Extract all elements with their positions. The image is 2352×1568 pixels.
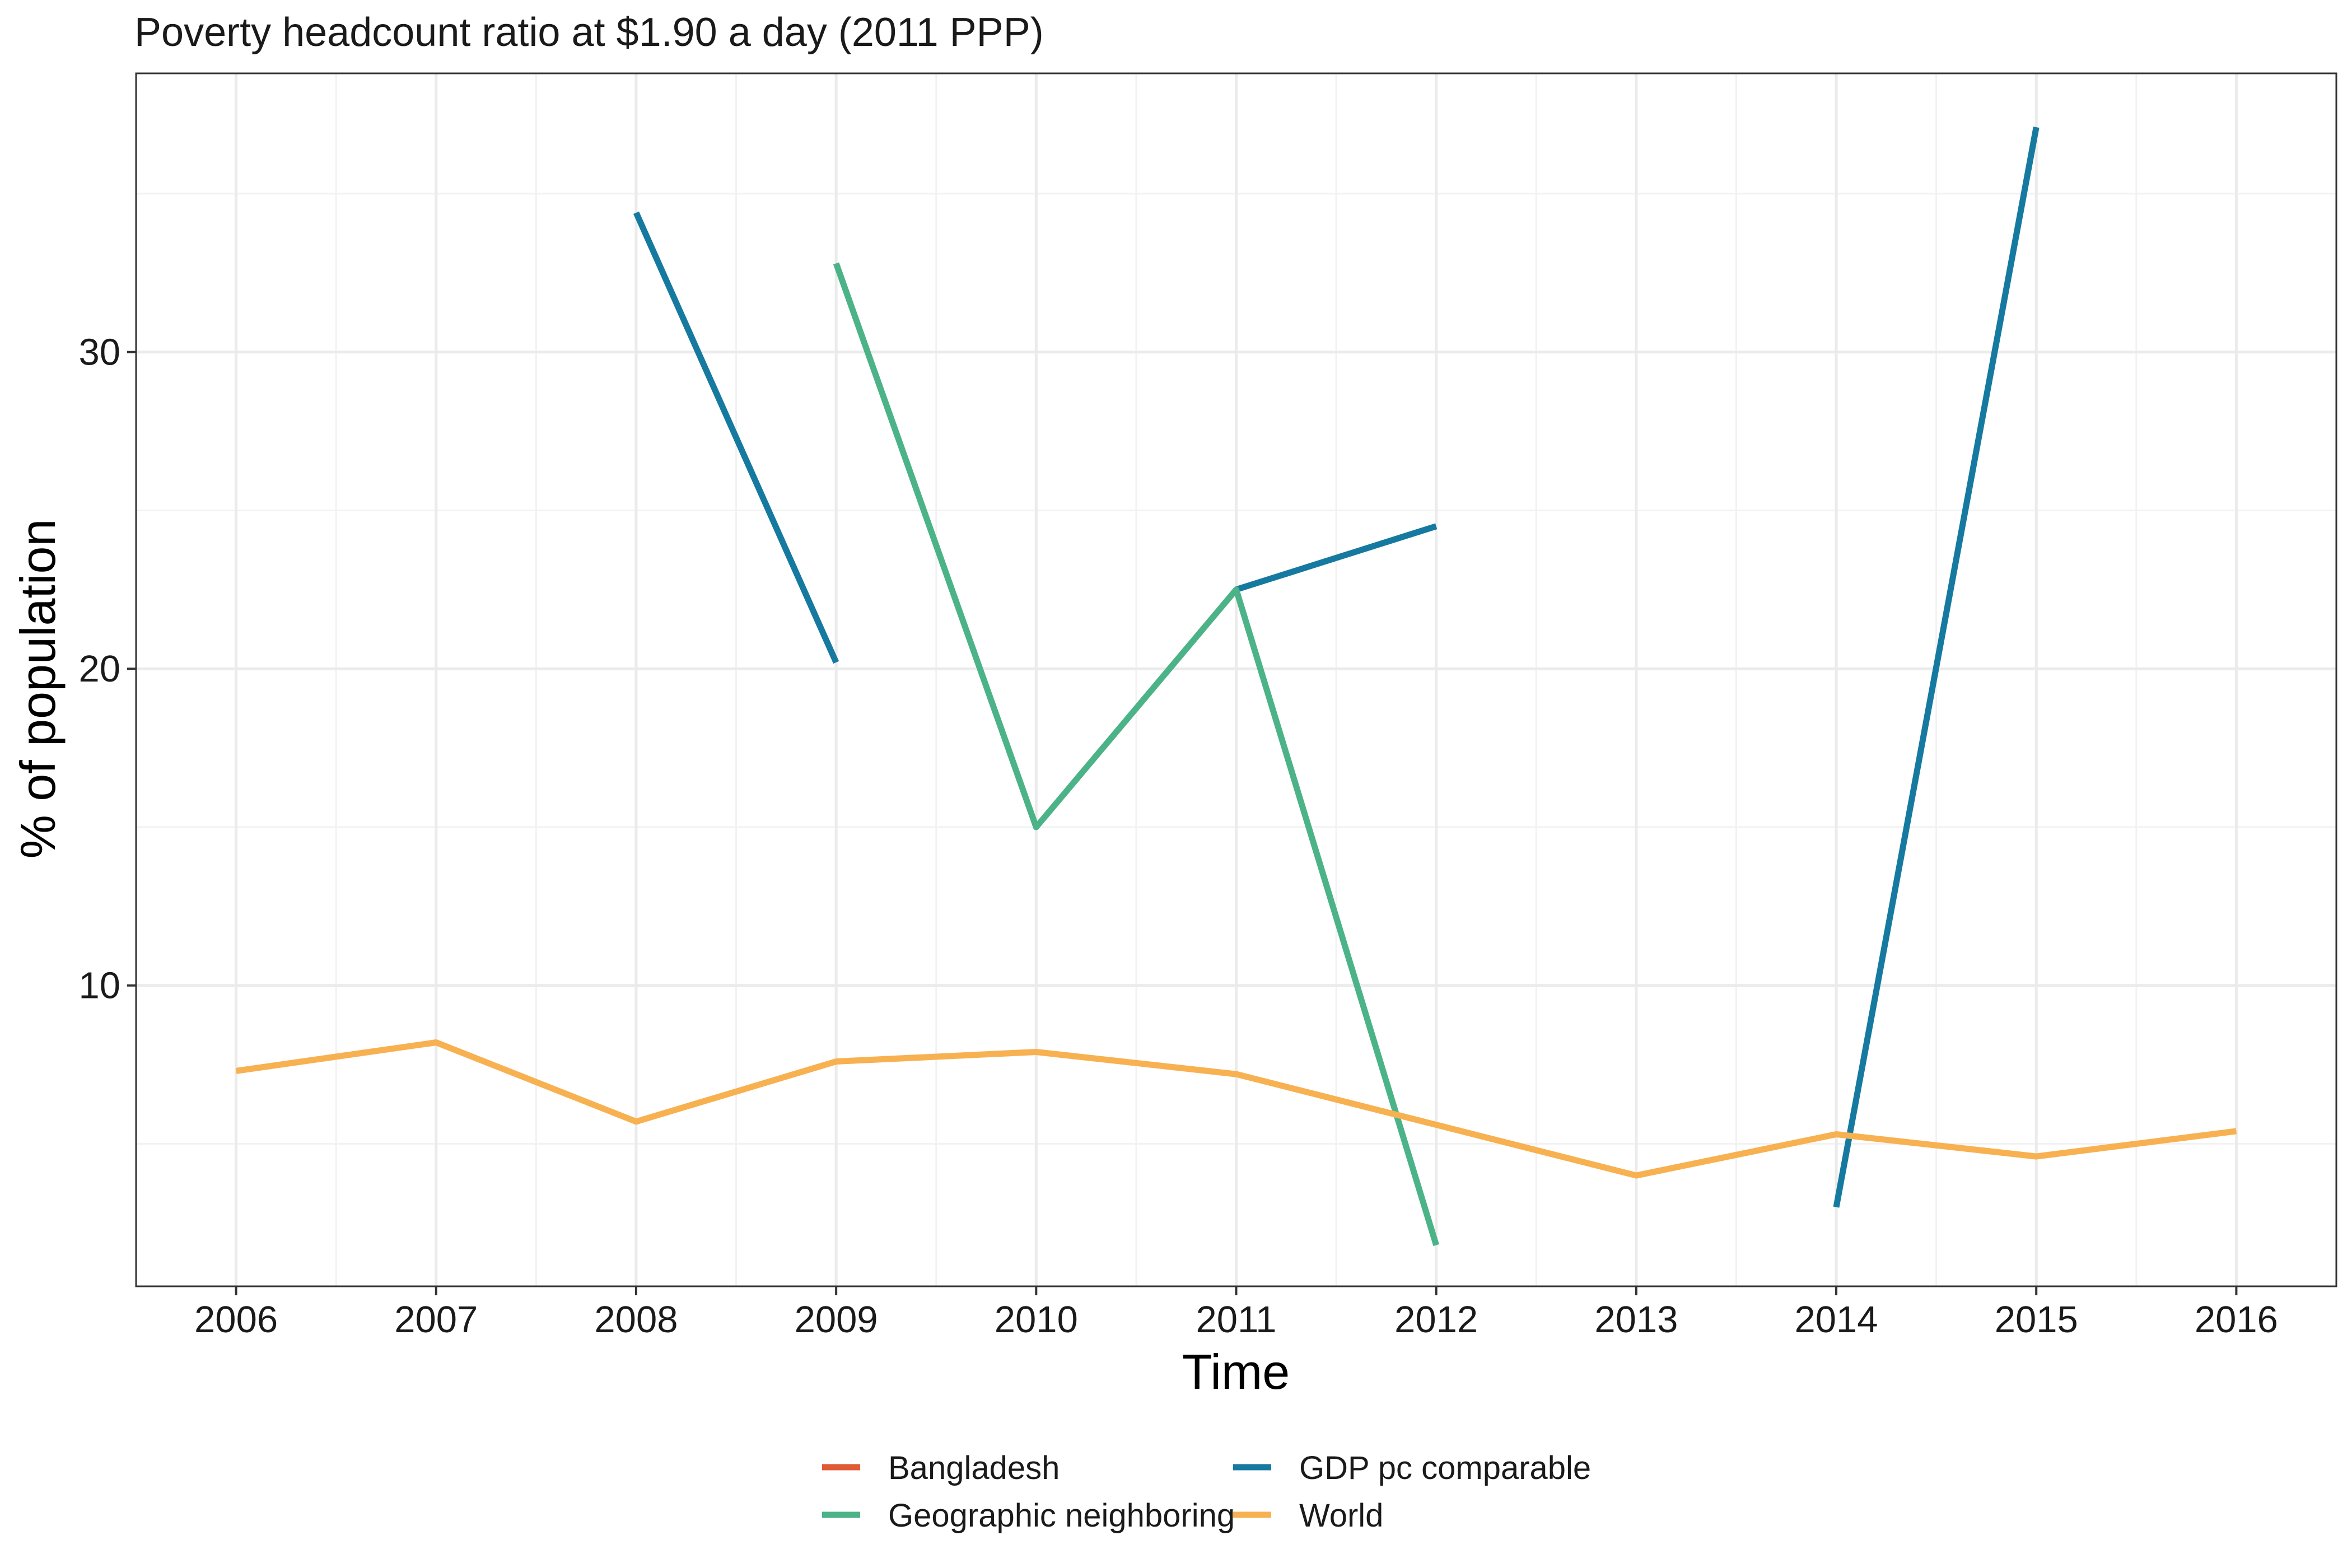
x-tick-label: 2014: [1795, 1299, 1878, 1341]
x-tick-label: 2009: [795, 1299, 878, 1341]
y-axis: 10 20 30: [78, 332, 136, 1007]
x-tick-label: 2011: [1196, 1299, 1276, 1341]
x-tick-label: 2008: [594, 1299, 678, 1341]
x-axis-title: Time: [1182, 1344, 1290, 1399]
series-line-geographic-neighboring: [833, 262, 1439, 1247]
legend: Bangladesh Geographic neighboring GDP pc c…: [822, 1450, 1591, 1534]
legend-label-gdp-pc-comparable: GDP pc comparable: [1299, 1450, 1591, 1486]
legend-label-bangladesh: Bangladesh: [888, 1450, 1060, 1486]
y-tick-label: 10: [78, 965, 120, 1007]
y-tick-label: 20: [78, 648, 120, 690]
series-line-world: [235, 1039, 2237, 1179]
legend-label-geographic-neighboring: Geographic neighboring: [888, 1497, 1235, 1534]
y-axis-title: % of population: [10, 519, 66, 859]
x-tick-label: 2006: [194, 1299, 278, 1341]
x-tick-label: 2016: [2195, 1299, 2278, 1341]
x-tick-label: 2010: [995, 1299, 1078, 1341]
y-tick-label: 30: [78, 332, 120, 374]
series-line-gdp-pc-comparable: [633, 127, 2040, 1208]
chart-title: Poverty headcount ratio at $1.90 a day (…: [134, 10, 1044, 55]
grid-major: [136, 73, 2336, 1286]
legend-label-world: World: [1299, 1497, 1383, 1534]
series-lines: [235, 127, 2237, 1247]
x-tick-label: 2012: [1394, 1299, 1478, 1341]
x-tick-label: 2013: [1594, 1299, 1678, 1341]
x-axis: 2006 2007 2008 2009 2010 2011 2012 2013 2014 2015…: [194, 1286, 2278, 1341]
x-tick-label: 2007: [394, 1299, 478, 1341]
x-tick-label: 2015: [1995, 1299, 2078, 1341]
